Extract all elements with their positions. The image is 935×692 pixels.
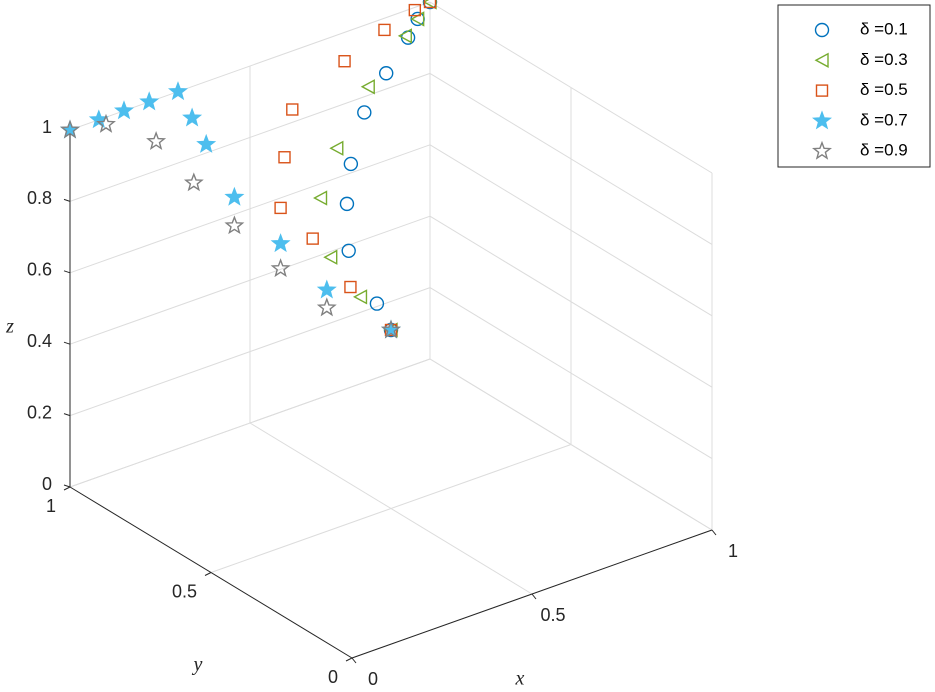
marker [379, 66, 394, 81]
marker [380, 319, 402, 339]
z-tick-label: 1 [42, 117, 52, 137]
legend-marker [811, 110, 833, 130]
marker [316, 279, 337, 299]
grid-line [429, 287, 713, 460]
marker [323, 249, 338, 265]
marker [306, 232, 319, 245]
marker [352, 289, 368, 305]
marker [343, 156, 359, 172]
z-tick [63, 484, 71, 488]
z-tick-label: 0.2 [27, 402, 52, 422]
marker [270, 233, 291, 253]
marker [360, 79, 375, 95]
z-tick [63, 198, 71, 202]
z-tick [63, 270, 71, 274]
z-tick-label: 0.8 [27, 188, 52, 208]
marker [378, 23, 391, 37]
marker [270, 258, 291, 278]
y-tick [204, 572, 212, 576]
legend-label: δ =0.5 [860, 80, 908, 99]
y-tick-label: 0.5 [172, 581, 197, 601]
marker [167, 81, 189, 101]
marker [313, 190, 328, 206]
marker [196, 133, 217, 153]
legend-label: δ =0.3 [860, 50, 908, 69]
y-tick [345, 657, 353, 662]
marker [329, 140, 344, 156]
grid-line [429, 215, 713, 388]
marker [423, 0, 437, 9]
y-tick [63, 486, 71, 491]
legend-marker [814, 22, 830, 38]
legend-box [777, 4, 931, 168]
z-axis-label: z [5, 316, 14, 338]
x-tick-label: 0 [368, 669, 378, 689]
z-tick-label: 0 [42, 474, 52, 494]
grid-line [69, 72, 431, 202]
z-tick [63, 341, 71, 345]
marker [183, 172, 204, 192]
marker [286, 103, 299, 116]
marker [59, 119, 81, 139]
legend-label: δ =0.1 [860, 19, 908, 38]
marker [339, 196, 355, 212]
marker [316, 297, 337, 317]
marker [357, 105, 372, 120]
grid-line [69, 287, 431, 417]
x-tick [711, 529, 717, 536]
x-tick [351, 657, 357, 664]
marker [113, 100, 135, 120]
legend-label: δ =0.9 [860, 141, 908, 160]
marker [224, 215, 245, 235]
x-tick [531, 593, 537, 600]
legend-marker [815, 84, 829, 97]
marker [278, 151, 291, 164]
marker [341, 243, 356, 259]
grid-line [429, 72, 713, 245]
marker [139, 91, 160, 111]
grid-line [210, 444, 572, 573]
y-axis-label: y [192, 654, 203, 676]
x-tick-label: 0.5 [540, 605, 565, 625]
marker [408, 3, 422, 17]
marker [274, 201, 287, 215]
z-tick-label: 0.4 [27, 331, 52, 351]
grid-line [69, 215, 431, 345]
legend-marker [811, 140, 833, 160]
y-tick-label: 1 [46, 496, 56, 516]
legend-marker [814, 52, 829, 68]
z-tick-label: 0.6 [27, 260, 52, 280]
z-tick [63, 413, 71, 417]
marker [96, 113, 116, 133]
marker [182, 107, 203, 127]
grid-line [429, 1, 713, 174]
marker [146, 131, 167, 151]
marker [369, 296, 385, 311]
grid-line [429, 358, 713, 531]
marker [224, 186, 245, 206]
x-tick-label: 1 [728, 541, 738, 561]
y-tick-label: 0 [328, 667, 338, 687]
marker [338, 55, 351, 68]
marker [397, 28, 412, 44]
marker [344, 280, 357, 294]
grid-line [69, 358, 431, 488]
legend-label: δ =0.7 [860, 110, 908, 129]
grid-line [69, 144, 431, 274]
grid-line [429, 144, 713, 317]
x-axis-label: x [515, 668, 525, 690]
